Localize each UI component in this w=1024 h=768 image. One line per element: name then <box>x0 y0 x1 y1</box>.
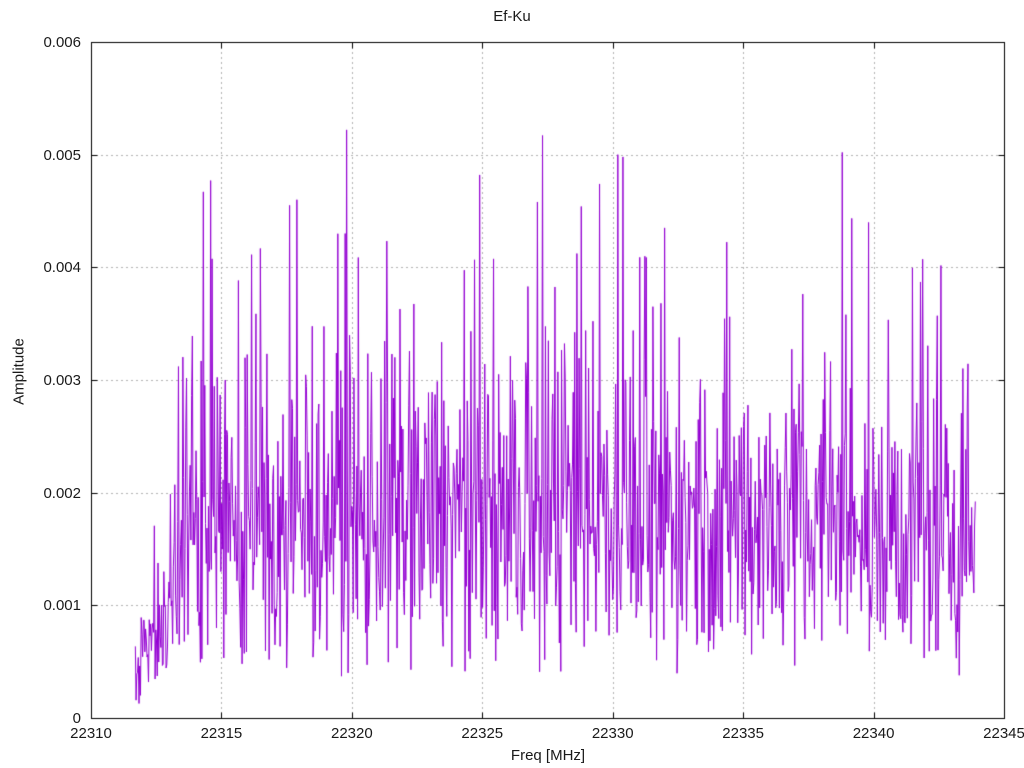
y-tick-label: 0.001 <box>43 597 81 615</box>
y-tick-label: 0.004 <box>43 259 81 277</box>
y-axis-title: Amplitude <box>10 338 28 405</box>
x-tick-label: 22325 <box>461 725 504 742</box>
x-tick-label: 22330 <box>591 725 634 742</box>
x-tick-label: 22345 <box>983 725 1024 742</box>
y-tick-label: 0.005 <box>43 146 81 164</box>
x-tick-label: 22340 <box>852 725 895 742</box>
y-tick-label: 0.002 <box>43 484 81 502</box>
x-tick-label: 22315 <box>200 725 243 742</box>
x-tick-label: 22320 <box>330 725 373 742</box>
x-tick-label: 22310 <box>70 725 112 742</box>
y-tick-label: 0.006 <box>43 34 81 51</box>
x-tick-label: 22335 <box>722 725 764 742</box>
y-tick-label: 0.003 <box>43 372 81 389</box>
chart-title: Ef-Ku <box>493 8 531 25</box>
x-axis-title: Freq [MHz] <box>510 747 586 764</box>
y-tick-label: 0 <box>72 710 81 727</box>
